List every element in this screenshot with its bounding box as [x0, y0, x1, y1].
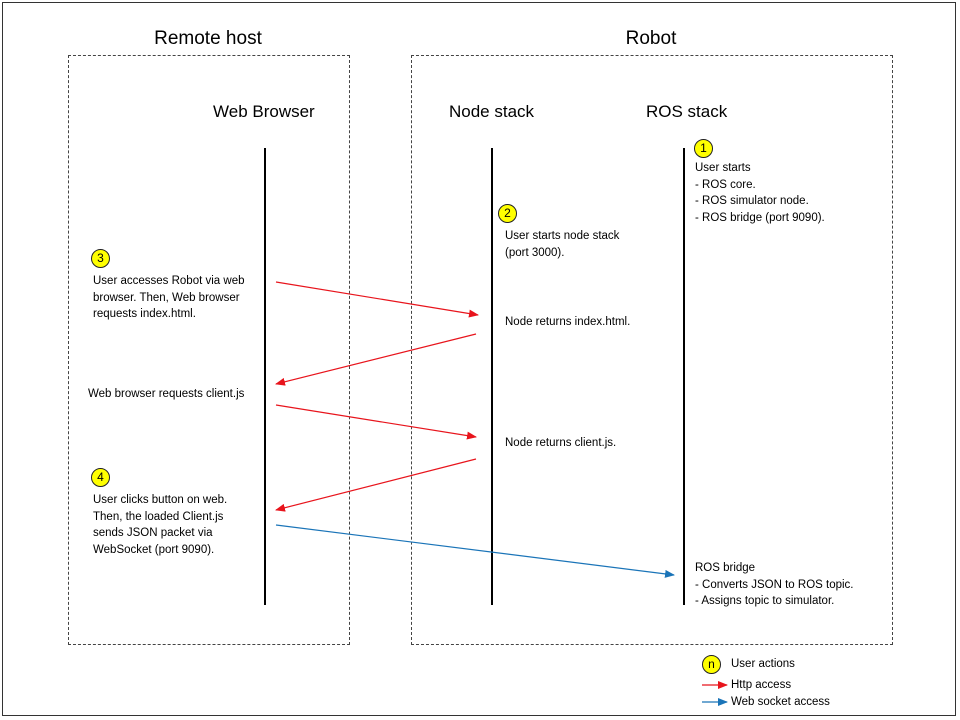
step-2-badge: 2	[498, 204, 517, 223]
legend-websocket-label: Web socket access	[731, 696, 830, 708]
step-3-badge: 3	[91, 249, 110, 268]
legend-user-action-badge: n	[702, 655, 721, 674]
step-4-badge: 4	[91, 468, 110, 487]
legend-user-actions-label: User actions	[731, 658, 795, 670]
node-stack-heading: Node stack	[449, 102, 535, 121]
websocket-arrow	[275, 524, 675, 578]
node-returns-client-label: Node returns client.js.	[505, 437, 617, 449]
robot-title: Robot	[625, 28, 677, 49]
legend-http-label: Http access	[731, 679, 792, 691]
web-browser-heading: Web Browser	[213, 102, 315, 121]
step-1-badge: 1	[694, 139, 713, 158]
http-response-client-arrow	[275, 458, 477, 512]
step-4-note: User clicks button on web. Then, the loa…	[93, 494, 228, 556]
ros-stack-heading: ROS stack	[646, 102, 728, 121]
http-response-index-arrow	[275, 333, 477, 386]
remote-host-title: Remote host	[154, 28, 262, 49]
step-2-note: User starts node stack (port 3000).	[505, 230, 620, 259]
http-request-index-arrow	[275, 281, 479, 318]
ros-bridge-note: ROS bridge - Converts JSON to ROS topic.…	[695, 562, 854, 607]
browser-requests-client-label: Web browser requests client.js	[88, 388, 245, 400]
step-3-note: User accesses Robot via web browser. The…	[93, 275, 245, 320]
http-request-client-arrow	[275, 404, 477, 440]
step-1-note: User starts - ROS core. - ROS simulator …	[695, 162, 825, 224]
node-returns-index-label: Node returns index.html.	[505, 316, 631, 328]
remote-host-region	[68, 55, 350, 645]
